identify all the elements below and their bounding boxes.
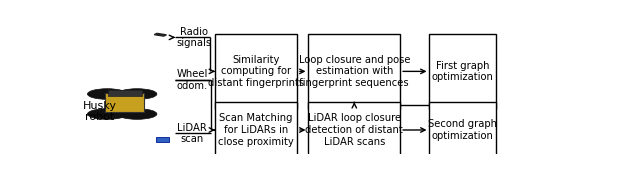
Text: Radio
signals: Radio signals bbox=[177, 27, 212, 48]
Circle shape bbox=[88, 89, 127, 99]
FancyBboxPatch shape bbox=[308, 102, 400, 158]
Text: Wheel
odom.: Wheel odom. bbox=[177, 69, 208, 91]
FancyBboxPatch shape bbox=[429, 102, 497, 158]
FancyBboxPatch shape bbox=[215, 34, 297, 109]
Text: Second graph
optimization: Second graph optimization bbox=[428, 119, 497, 141]
Text: Loop closure and pose
estimation with
fingerprint sequences: Loop closure and pose estimation with fi… bbox=[298, 55, 410, 88]
Text: Scan Matching
for LiDARs in
close proximity: Scan Matching for LiDARs in close proxim… bbox=[218, 113, 294, 147]
FancyBboxPatch shape bbox=[108, 90, 141, 96]
Circle shape bbox=[117, 109, 157, 119]
Circle shape bbox=[88, 109, 127, 119]
FancyBboxPatch shape bbox=[308, 34, 400, 109]
Circle shape bbox=[117, 89, 157, 99]
FancyBboxPatch shape bbox=[105, 93, 145, 112]
Text: Husky
robot: Husky robot bbox=[83, 101, 117, 122]
FancyBboxPatch shape bbox=[215, 102, 297, 158]
Text: First graph
optimization: First graph optimization bbox=[432, 61, 494, 82]
Polygon shape bbox=[154, 33, 166, 36]
Text: Similarity
computing for
distant fingerprints: Similarity computing for distant fingerp… bbox=[208, 55, 304, 88]
Text: LiDAR
scan: LiDAR scan bbox=[177, 122, 207, 144]
FancyBboxPatch shape bbox=[156, 137, 169, 142]
FancyBboxPatch shape bbox=[429, 34, 497, 109]
Text: LiDAR loop closure
detection of distant
LiDAR scans: LiDAR loop closure detection of distant … bbox=[305, 113, 403, 147]
